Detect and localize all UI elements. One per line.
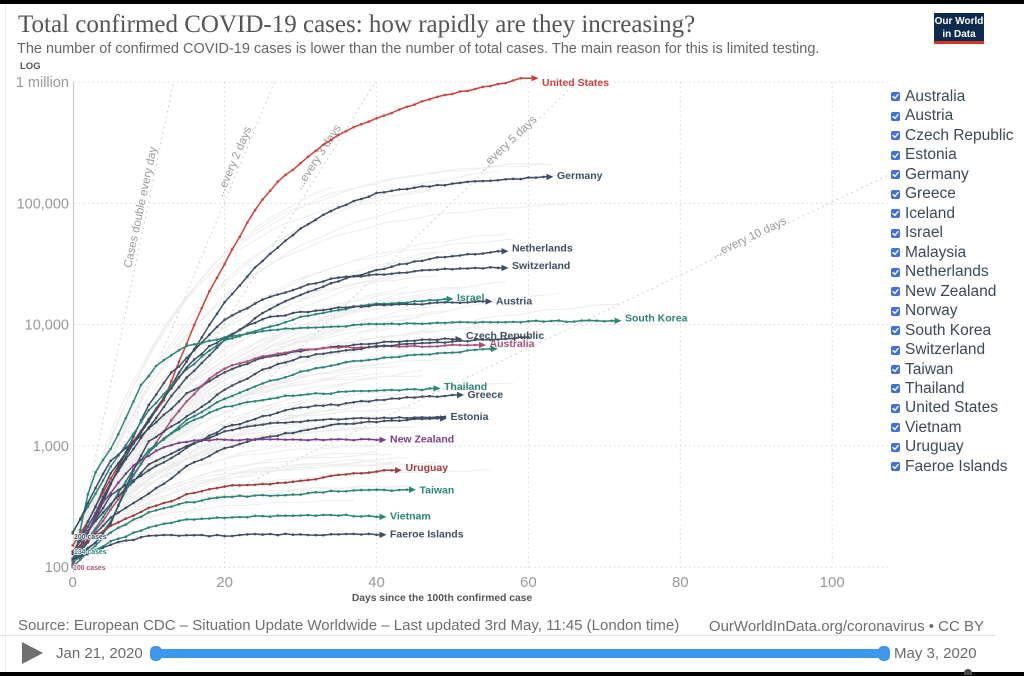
svg-text:100: 100	[45, 560, 69, 576]
svg-text:LOG: LOG	[20, 61, 41, 72]
svg-text:Australia: Australia	[490, 338, 535, 350]
svg-text:134 cases: 134 cases	[74, 549, 107, 556]
svg-text:60: 60	[520, 574, 537, 591]
svg-text:Cases double every day: Cases double every day	[122, 146, 159, 269]
svg-text:South Korea: South Korea	[625, 313, 688, 325]
svg-text:100,000: 100,000	[17, 196, 69, 212]
svg-text:...every 10 days: ...every 10 days	[710, 215, 789, 261]
svg-text:100 cases: 100 cases	[73, 565, 106, 572]
svg-text:Estonia: Estonia	[451, 411, 489, 423]
svg-text:Germany: Germany	[557, 170, 603, 182]
svg-text:100: 100	[820, 574, 845, 591]
svg-text:Taiwan: Taiwan	[420, 485, 455, 497]
svg-text:80: 80	[672, 574, 689, 591]
svg-text:Uruguay: Uruguay	[406, 462, 449, 474]
svg-text:United States: United States	[542, 77, 609, 89]
svg-text:Austria: Austria	[496, 296, 532, 308]
svg-text:...every 5 days: ...every 5 days	[477, 114, 540, 174]
svg-text:...every 3 days: ...every 3 days	[293, 123, 344, 192]
svg-text:1 million: 1 million	[16, 75, 69, 91]
svg-text:Switzerland: Switzerland	[512, 260, 570, 272]
svg-text:1,000: 1,000	[33, 439, 69, 455]
svg-text:Vietnam: Vietnam	[390, 511, 431, 523]
svg-text:Netherlands: Netherlands	[512, 243, 573, 255]
svg-text:Days since the 100th confirmed: Days since the 100th confirmed case	[352, 593, 533, 604]
svg-text:Thailand: Thailand	[444, 381, 487, 393]
svg-text:...every 2 days: ...every 2 days	[214, 125, 254, 199]
svg-text:20: 20	[216, 574, 233, 591]
svg-text:10,000: 10,000	[25, 318, 69, 334]
svg-text:New Zealand: New Zealand	[390, 434, 454, 446]
svg-text:200 cases: 200 cases	[74, 534, 107, 541]
svg-text:Faeroe Islands: Faeroe Islands	[390, 529, 464, 541]
svg-text:40: 40	[368, 574, 385, 591]
svg-text:0: 0	[69, 574, 77, 591]
svg-text:Greece: Greece	[468, 389, 504, 401]
